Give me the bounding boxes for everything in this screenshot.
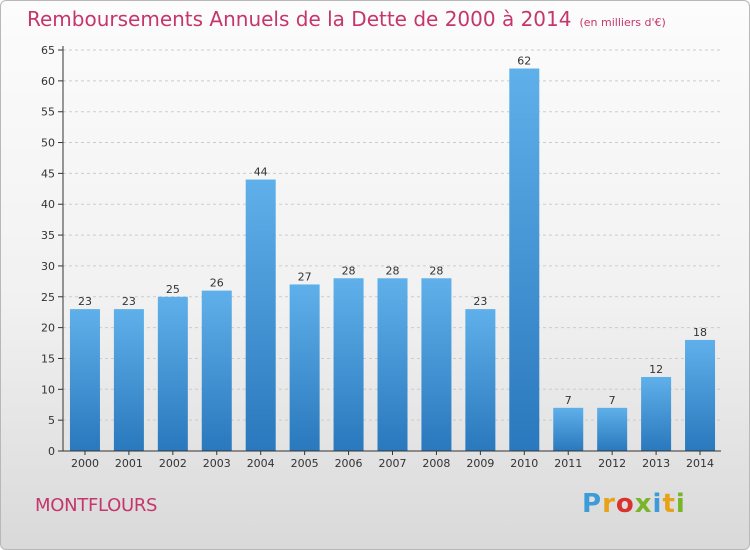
logo-letter: i (652, 489, 663, 519)
logo-letter: i (675, 489, 686, 519)
y-tick-label: 0 (48, 445, 55, 458)
logo-letter: o (615, 489, 635, 519)
x-tick-label: 2009 (466, 457, 494, 470)
bar (113, 309, 144, 451)
bar (157, 296, 188, 451)
data-label: 7 (609, 394, 616, 407)
x-tick-label: 2011 (554, 457, 582, 470)
y-tick-label: 60 (41, 75, 55, 88)
bar (69, 309, 100, 451)
data-label: 23 (78, 295, 92, 308)
proxiti-logo: Proxiti (582, 489, 686, 519)
data-label: 18 (693, 326, 707, 339)
bar (641, 376, 672, 451)
y-tick-label: 20 (41, 322, 55, 335)
y-tick-label: 55 (41, 106, 55, 119)
x-tick-label: 2002 (159, 457, 187, 470)
commune-name: MONTFLOURS (35, 495, 158, 516)
x-tick-label: 2000 (71, 457, 99, 470)
x-tick-label: 2013 (642, 457, 670, 470)
data-label: 12 (649, 363, 663, 376)
bars (69, 68, 716, 452)
x-tick-label: 2004 (247, 457, 275, 470)
x-tick-label: 2012 (598, 457, 626, 470)
x-tick-label: 2005 (291, 457, 319, 470)
axes: 0 5 10 15 20 25 30 35 40 45 50 55 60 65 2000 2001 2002 20… (41, 44, 721, 470)
y-tick-label: 10 (41, 383, 55, 396)
bar (377, 278, 408, 451)
x-tick-label: 2006 (335, 457, 363, 470)
y-tick-label: 5 (48, 414, 55, 427)
x-tick-label: 2003 (203, 457, 231, 470)
y-tick-label: 15 (41, 352, 55, 365)
data-label: 7 (565, 394, 572, 407)
y-tick-label: 65 (41, 44, 55, 57)
x-tick-label: 2001 (115, 457, 143, 470)
bar (553, 407, 584, 451)
data-label: 26 (210, 277, 224, 290)
logo-letter: r (602, 489, 616, 519)
data-label: 62 (517, 55, 531, 68)
logo-letter: P (582, 489, 603, 519)
bar (509, 68, 540, 451)
bar (245, 179, 276, 452)
logo-letter: x (634, 489, 653, 519)
bar (289, 284, 320, 451)
chart-unit-label: (en milliers d'€) (579, 16, 666, 29)
chart-title: Remboursements Annuels de la Dette de 20… (27, 7, 666, 31)
y-tick-label: 50 (41, 137, 55, 150)
chart-title-text: Remboursements Annuels de la Dette de 20… (27, 7, 572, 31)
x-tick-label: 2010 (510, 457, 538, 470)
y-tick-label: 25 (41, 291, 55, 304)
data-label: 28 (386, 264, 400, 277)
data-label: 25 (166, 283, 180, 296)
bar (421, 278, 452, 451)
x-tick-label: 2014 (686, 457, 714, 470)
bar (685, 339, 716, 451)
data-label: 23 (473, 295, 487, 308)
y-tick-label: 35 (41, 229, 55, 242)
data-label: 28 (342, 264, 356, 277)
x-tick-label: 2007 (379, 457, 407, 470)
bar (597, 407, 628, 451)
data-label: 44 (254, 166, 268, 179)
y-tick-label: 45 (41, 167, 55, 180)
bar (333, 278, 364, 451)
data-label: 23 (122, 295, 136, 308)
data-label: 28 (429, 264, 443, 277)
data-labels: 23 23 25 26 44 27 28 28 28 23 62 7 7 12 18 (78, 55, 707, 407)
x-tick-label: 2008 (422, 457, 450, 470)
data-label: 27 (298, 270, 312, 283)
logo-letter: t (662, 489, 676, 519)
bar (201, 290, 232, 451)
y-tick-label: 40 (41, 198, 55, 211)
y-tick-label: 30 (41, 260, 55, 273)
bar (465, 309, 496, 451)
